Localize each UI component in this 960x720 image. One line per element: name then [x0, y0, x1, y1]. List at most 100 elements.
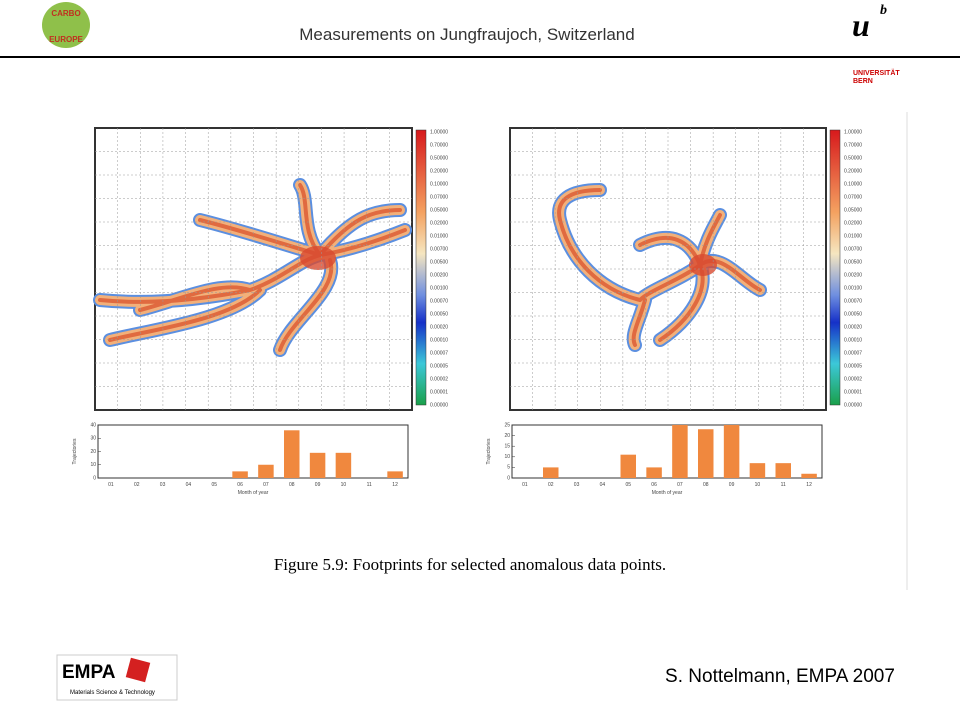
colorbar-label: 0.00007: [430, 350, 448, 356]
bar: [723, 425, 740, 478]
maps: [95, 127, 841, 411]
y-axis-label: Trajectories: [72, 438, 78, 464]
logo-cube: [125, 657, 151, 683]
y-tick-label: 30: [90, 436, 96, 442]
y-tick-label: 5: [507, 465, 510, 471]
logo-text: EMPA: [62, 662, 116, 683]
x-tick-label: 10: [755, 482, 761, 488]
y-tick-label: 20: [504, 433, 510, 439]
colorbar-label: 0.00010: [844, 337, 862, 343]
chart-frame: [97, 424, 409, 479]
bar: [801, 473, 817, 478]
x-tick-label: 03: [574, 482, 580, 488]
header: CARBO EUROPE Measurements on Jungfraujoc…: [0, 2, 960, 85]
x-tick-label: 05: [211, 482, 217, 488]
x-tick-label: 03: [160, 482, 166, 488]
colorbar-label: 0.70000: [844, 142, 862, 148]
unibe-text: UNIVERSITÄT: [853, 69, 900, 77]
logo-box: [56, 654, 178, 701]
x-tick-label: 09: [315, 482, 321, 488]
colorbar-label: 0.00100: [844, 285, 862, 291]
colorbar-label: 0.00050: [430, 311, 448, 317]
unibe-mark: u: [852, 7, 870, 43]
x-tick-label: 11: [781, 482, 786, 488]
figure-caption: Figure 5.9: Footprints for selected anom…: [274, 555, 666, 574]
colorbar-label: 0.00000: [844, 402, 862, 408]
x-axis-label: Month of year: [652, 490, 683, 496]
colorbar-label: 0.00000: [430, 402, 448, 408]
x-tick-label: 07: [263, 482, 269, 488]
x-tick-label: 06: [651, 482, 657, 488]
bar: [387, 471, 403, 478]
unibe-text: BERN: [853, 78, 873, 85]
colorbar-label: 0.05000: [430, 207, 448, 213]
y-tick-label: 10: [504, 454, 510, 460]
colorbar-label: 0.20000: [430, 168, 448, 174]
colorbar-label: 0.10000: [430, 181, 448, 187]
x-tick-label: 08: [703, 482, 709, 488]
colorbar-label: 0.50000: [844, 155, 862, 161]
colorbar-label: 0.00007: [844, 350, 862, 356]
colorbar-label: 1.00000: [844, 129, 862, 135]
unibe-mark-sup: b: [880, 3, 887, 18]
bar: [749, 463, 766, 478]
bar: [620, 454, 636, 478]
footprint-core: [689, 254, 717, 276]
logo-text: EUROPE: [49, 35, 83, 44]
colorbar-label: 0.07000: [844, 194, 862, 200]
x-tick-label: 07: [677, 482, 683, 488]
x-tick-label: 04: [186, 482, 192, 488]
colorbar-label: 0.01000: [844, 233, 862, 239]
x-tick-label: 06: [237, 482, 243, 488]
x-tick-label: 12: [806, 482, 812, 488]
colorbar-label: 0.00005: [844, 363, 862, 369]
colorbar-label: 0.00001: [844, 389, 862, 395]
colorbar: [415, 129, 427, 406]
colorbar-label: 0.00200: [430, 272, 448, 278]
colorbar-label: 0.01000: [430, 233, 448, 239]
colorbar-label: 0.07000: [430, 194, 448, 200]
colorbar: [829, 129, 841, 406]
x-tick-label: 04: [600, 482, 606, 488]
slide-title: Measurements on Jungfraujoch, Switzerlan…: [299, 25, 634, 44]
x-tick-label: 08: [289, 482, 295, 488]
x-axis-label: Month of year: [238, 490, 269, 496]
colorbar-label: 0.00002: [430, 376, 448, 382]
colorbar-label: 0.00700: [844, 246, 862, 252]
empa-logo: EMPA Materials Science & Technology: [56, 654, 178, 701]
colorbar-label: 0.02000: [430, 220, 448, 226]
colorbar-label: 0.00020: [430, 324, 448, 330]
colorbar-label: 0.00500: [844, 259, 862, 265]
bar: [646, 467, 662, 478]
colorbar-label: 0.00005: [430, 363, 448, 369]
carbo-logo: [42, 2, 90, 48]
bar: [309, 452, 326, 478]
colorbar-label: 0.00010: [430, 337, 448, 343]
colorbar-label: 0.70000: [430, 142, 448, 148]
footprint-core: [300, 246, 336, 270]
colorbar-label: 0.00500: [430, 259, 448, 265]
bar: [258, 464, 274, 478]
logo-text: CARBO: [51, 9, 80, 18]
bar: [672, 425, 688, 478]
author: S. Nottelmann, EMPA 2007: [665, 666, 895, 687]
y-tick-label: 25: [504, 422, 510, 428]
bar: [335, 452, 352, 478]
bar: [543, 467, 559, 478]
x-tick-label: 05: [625, 482, 631, 488]
colorbar-label: 0.02000: [844, 220, 862, 226]
x-tick-label: 01: [108, 482, 114, 488]
colorbar-label: 0.00700: [430, 246, 448, 252]
colorbar-label: 0.00200: [844, 272, 862, 278]
bar: [232, 471, 248, 478]
x-tick-label: 11: [367, 482, 372, 488]
colorbar-label: 1.00000: [430, 129, 448, 135]
x-tick-label: 10: [341, 482, 347, 488]
colorbar-label: 0.00070: [430, 298, 448, 304]
colorbar-label: 0.00100: [430, 285, 448, 291]
x-tick-label: 09: [729, 482, 735, 488]
bar: [284, 430, 300, 478]
x-tick-label: 12: [392, 482, 398, 488]
y-axis-label: Trajectories: [486, 438, 492, 464]
